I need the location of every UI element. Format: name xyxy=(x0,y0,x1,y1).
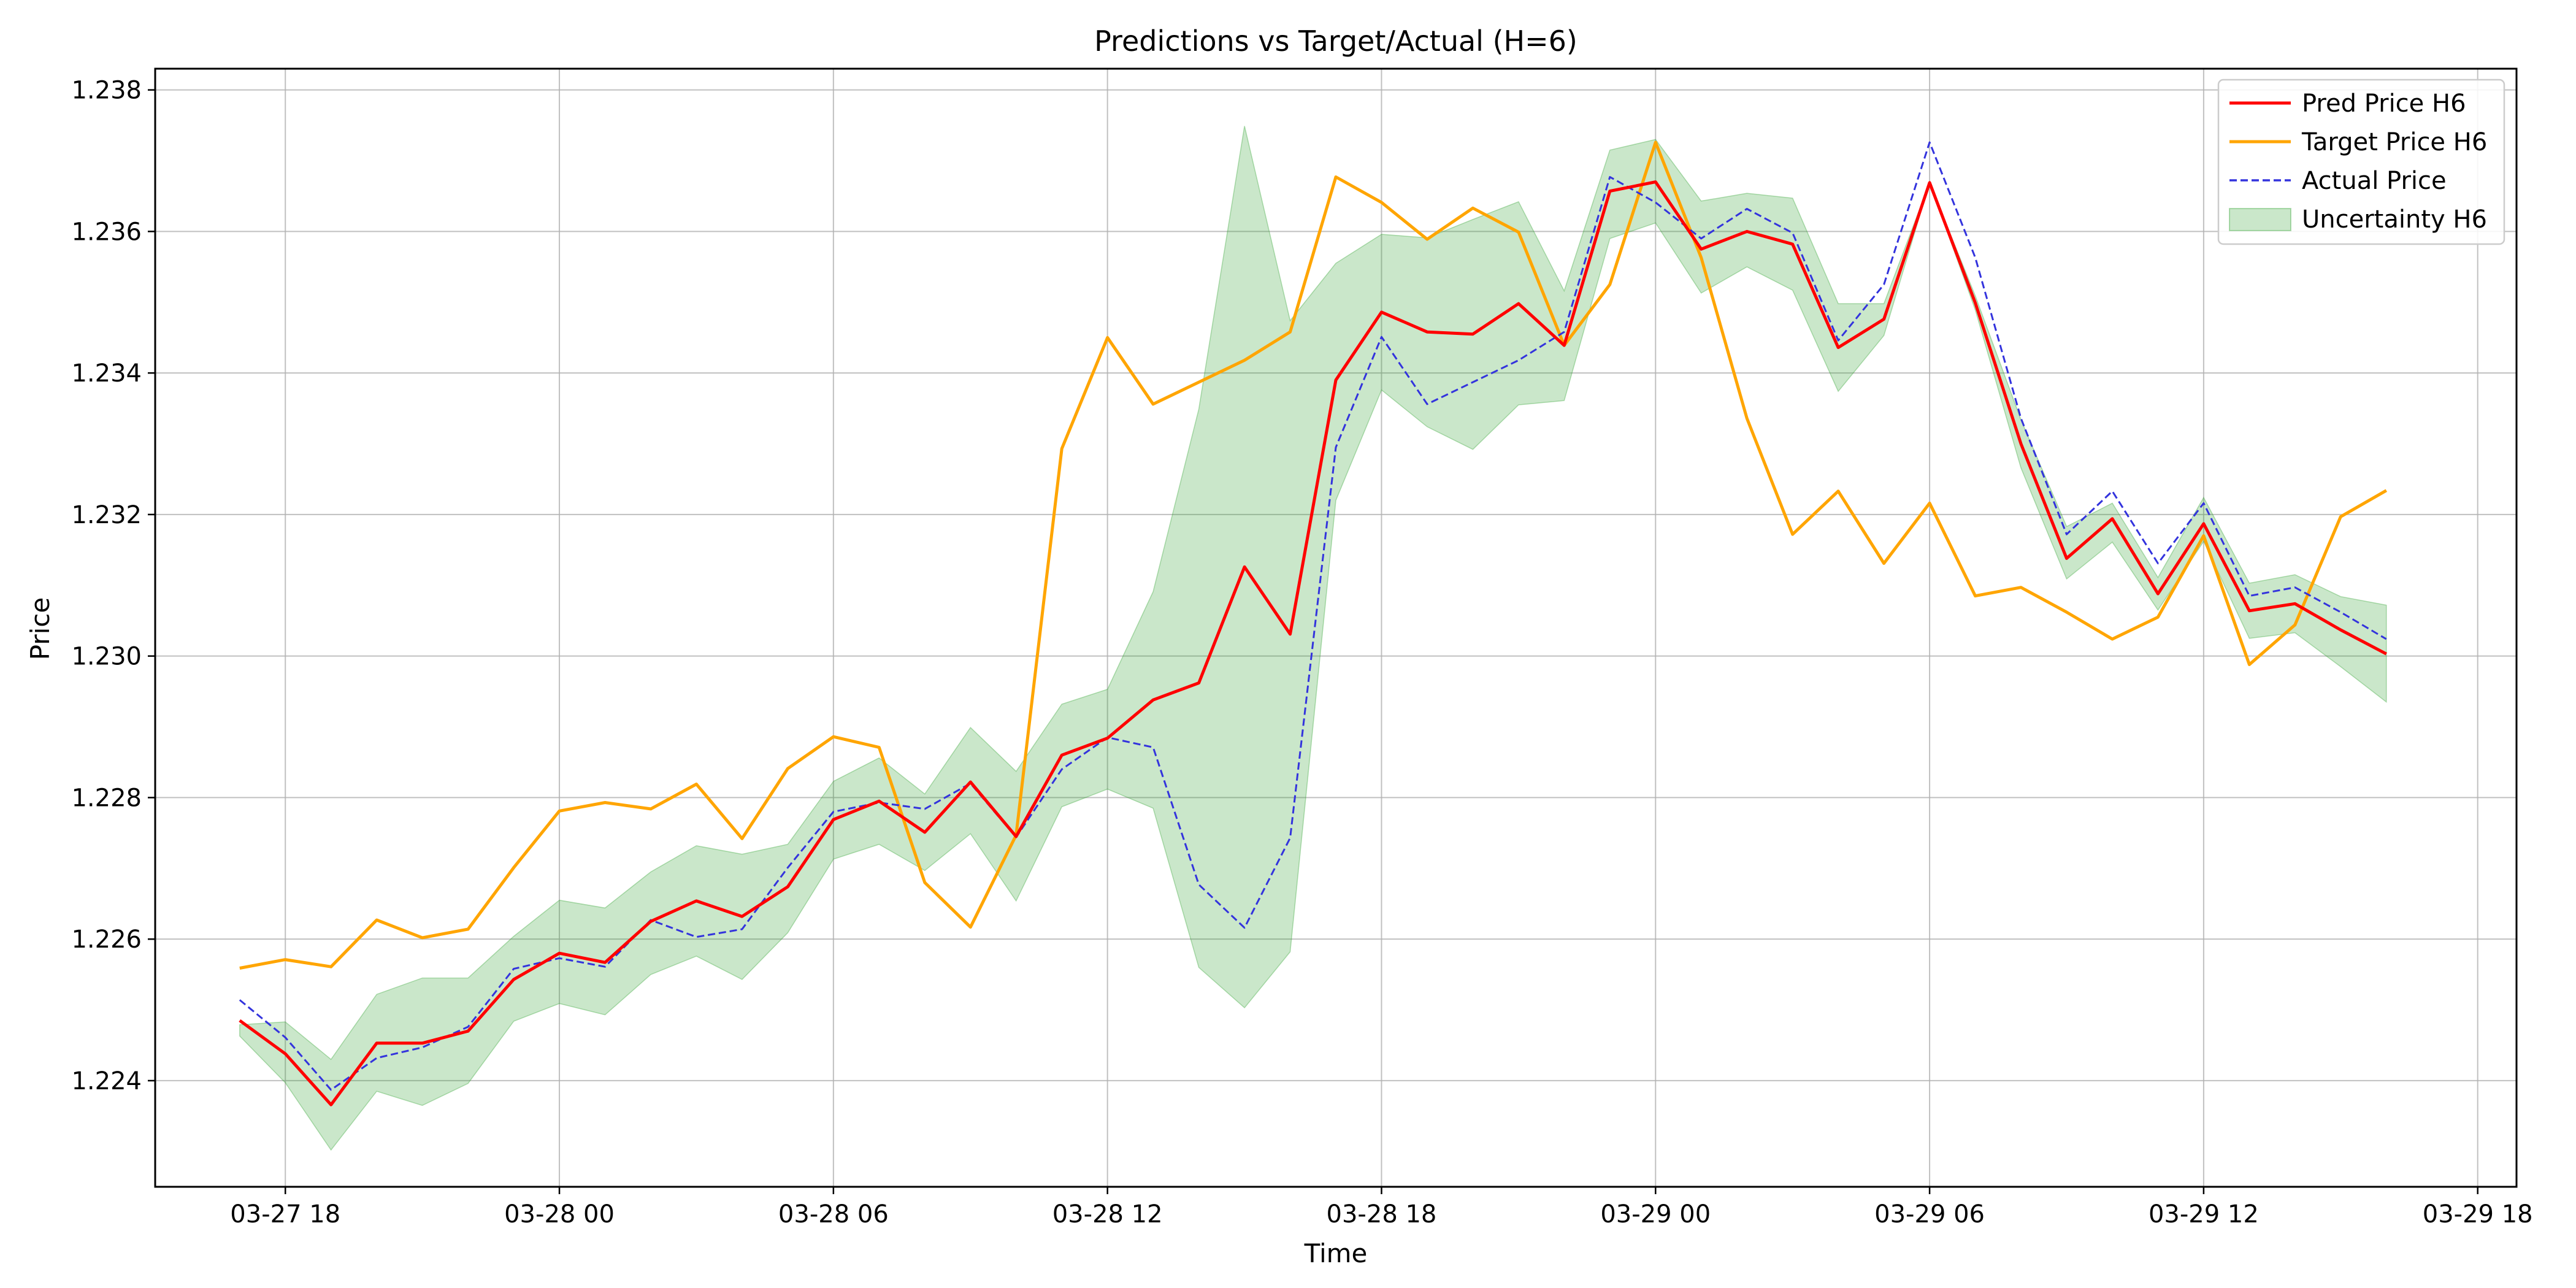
ticks: 03-27 18 03-28 00 03-28 06 03-28 12 03-28 18… xyxy=(71,77,2532,1229)
y-tick-label: 1.226 xyxy=(71,926,142,954)
legend: Pred Price H6 Target Price H6 Actual Pri… xyxy=(2217,79,2505,245)
pred-price-line xyxy=(239,180,2387,1106)
legend-swatch-uncertainty xyxy=(2229,208,2291,231)
series-layer xyxy=(239,140,2388,1106)
legend-label-uncertainty: Uncertainty H6 xyxy=(2302,205,2487,234)
legend-frame xyxy=(2217,79,2505,245)
y-tick-label: 1.236 xyxy=(71,218,142,246)
legend-label-pred: Pred Price H6 xyxy=(2302,90,2466,118)
y-tick-label: 1.230 xyxy=(71,643,142,671)
y-axis-label: Price xyxy=(25,597,55,660)
x-tick-label: 03-29 06 xyxy=(1874,1200,1985,1229)
x-axis-label: Time xyxy=(1304,1238,1368,1268)
actual-price-line xyxy=(239,141,2387,1091)
x-tick-label: 03-28 18 xyxy=(1327,1200,1437,1229)
x-tick-label: 03-29 18 xyxy=(2423,1200,2533,1229)
x-tick-label: 03-27 18 xyxy=(230,1200,340,1229)
legend-label-actual: Actual Price xyxy=(2302,167,2447,195)
y-tick-label: 1.228 xyxy=(71,784,142,812)
x-tick-label: 03-29 12 xyxy=(2149,1200,2259,1229)
grid xyxy=(155,69,2517,1187)
x-tick-label: 03-29 00 xyxy=(1600,1200,1711,1229)
y-tick-label: 1.224 xyxy=(71,1067,142,1095)
y-tick-label: 1.238 xyxy=(71,77,142,105)
plot-frame xyxy=(154,67,2518,1188)
x-tick-label: 03-28 06 xyxy=(778,1200,889,1229)
y-tick-label: 1.234 xyxy=(71,359,142,388)
target-price-line xyxy=(239,140,2388,970)
x-tick-label: 03-28 00 xyxy=(504,1200,615,1229)
y-tick-label: 1.232 xyxy=(71,501,142,529)
chart-title: Predictions vs Target/Actual (H=6) xyxy=(1094,25,1577,58)
legend-label-target: Target Price H6 xyxy=(2301,128,2487,156)
x-tick-label: 03-28 12 xyxy=(1052,1200,1163,1229)
